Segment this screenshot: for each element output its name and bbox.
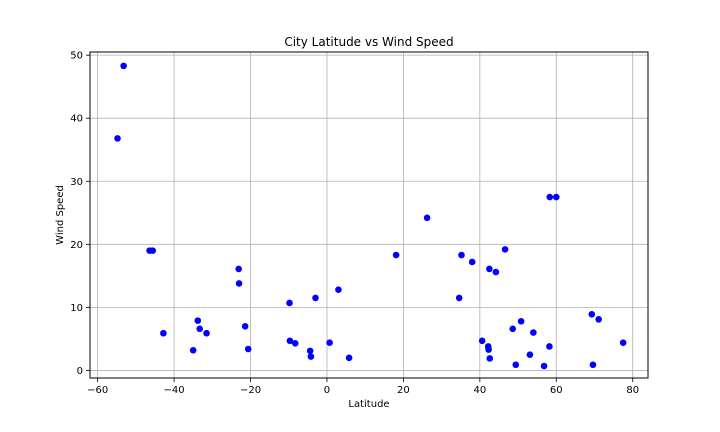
data-point [306, 347, 314, 355]
y-tick-label: 10 [70, 303, 83, 314]
data-point [478, 337, 486, 345]
data-point [392, 251, 400, 259]
x-tick-label: 80 [626, 385, 639, 396]
data-point [526, 351, 534, 358]
data-point [455, 294, 463, 302]
chart-title: City Latitude vs Wind Speed [284, 35, 453, 49]
data-point [196, 325, 203, 333]
data-point [114, 135, 121, 142]
data-point [619, 339, 627, 346]
data-point [530, 329, 537, 336]
data-point [501, 246, 509, 253]
y-tick-label: 40 [70, 114, 83, 125]
y-tick-label: 20 [70, 240, 83, 251]
x-tick-label: −40 [164, 385, 185, 396]
data-point [486, 265, 493, 273]
data-point [244, 345, 252, 353]
data-point [149, 247, 156, 254]
data-point [189, 346, 197, 354]
x-tick-label: −60 [87, 385, 108, 396]
data-point [512, 361, 520, 369]
data-point [589, 361, 597, 369]
data-point [492, 268, 500, 276]
x-axis-label: Latitude [348, 399, 389, 410]
plot-background [90, 52, 648, 378]
data-point [552, 193, 560, 201]
data-point [160, 329, 167, 337]
data-point [120, 62, 127, 70]
data-point [203, 329, 210, 337]
plot-frame [89, 51, 649, 379]
data-point [286, 337, 294, 345]
y-tick-label: 0 [77, 366, 83, 377]
y-tick-label: 50 [70, 51, 83, 62]
data-point [595, 316, 602, 323]
grid-lines [90, 52, 648, 378]
x-tick-label: 0 [324, 385, 330, 396]
data-point [326, 339, 333, 346]
x-tick-label: 40 [473, 385, 486, 396]
data-point [423, 214, 431, 222]
data-point [509, 325, 517, 333]
data-point [307, 353, 315, 360]
data-point [468, 258, 476, 266]
data-point [194, 317, 202, 324]
data-point [235, 265, 242, 273]
data-point [546, 193, 554, 201]
data-point [458, 251, 465, 259]
data-point [241, 322, 249, 330]
data-point [312, 294, 319, 302]
data-point [485, 346, 492, 353]
x-tick-label: 20 [397, 385, 410, 396]
data-point [517, 317, 525, 325]
y-tick-label: 30 [70, 177, 83, 188]
data-point [588, 311, 596, 318]
x-tick-label: 60 [550, 385, 563, 396]
y-axis-label: Wind Speed [55, 185, 66, 245]
data-point [540, 362, 548, 370]
data-points [114, 62, 627, 370]
data-point [235, 280, 243, 287]
data-point [486, 355, 494, 362]
x-tick-label: −20 [240, 385, 261, 396]
data-point [345, 354, 353, 362]
data-point [335, 286, 342, 294]
data-point [546, 343, 553, 350]
data-point [286, 299, 293, 307]
data-point [291, 340, 299, 347]
axis-ticks: −60 −40 −20 0 20 40 60 80 0 10 20 30 40 50 [70, 51, 639, 396]
